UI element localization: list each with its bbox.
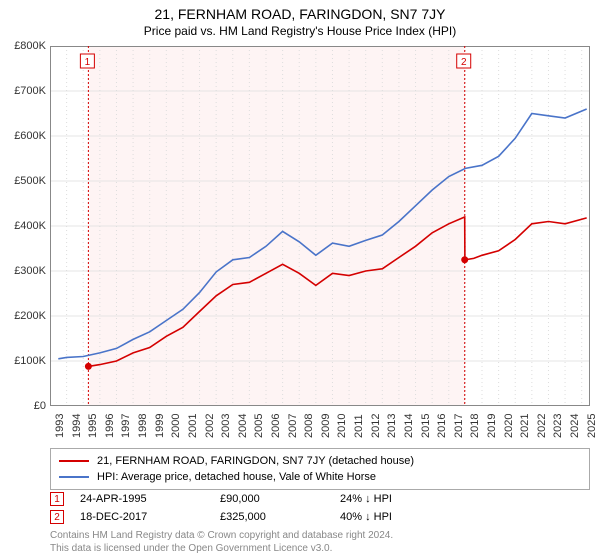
marker-row: 1 24-APR-1995 £90,000 24% ↓ HPI — [50, 490, 590, 508]
svg-text:1: 1 — [85, 57, 91, 68]
y-tick-label: £0 — [0, 400, 46, 412]
marker-date: 18-DEC-2017 — [80, 511, 220, 523]
x-tick-label: 2019 — [486, 414, 498, 438]
legend-swatch-property — [59, 460, 89, 462]
x-tick-label: 2022 — [536, 414, 548, 438]
y-tick-label: £300K — [0, 265, 46, 277]
marker-table: 1 24-APR-1995 £90,000 24% ↓ HPI 2 18-DEC… — [50, 490, 590, 526]
y-tick-label: £500K — [0, 175, 46, 187]
svg-text:2: 2 — [461, 57, 467, 68]
marker-date: 24-APR-1995 — [80, 493, 220, 505]
x-tick-label: 2015 — [420, 414, 432, 438]
marker-badge-2: 2 — [50, 510, 64, 524]
chart-subtitle: Price paid vs. HM Land Registry's House … — [0, 22, 600, 38]
x-tick-label: 2012 — [370, 414, 382, 438]
y-tick-label: £100K — [0, 355, 46, 367]
x-tick-label: 2018 — [469, 414, 481, 438]
x-tick-label: 1993 — [54, 414, 66, 438]
y-tick-label: £600K — [0, 130, 46, 142]
chart-plot: 12 — [50, 46, 590, 406]
x-axis: 1993 1994 1995 1996 1997 1998 1999 2000 2001 2002… — [50, 406, 590, 446]
x-tick-label: 2024 — [569, 414, 581, 438]
x-tick-label: 2011 — [353, 414, 365, 438]
y-tick-label: £800K — [0, 40, 46, 52]
x-tick-label: 2001 — [187, 414, 199, 438]
x-tick-label: 1996 — [104, 414, 116, 438]
legend-item-property: 21, FERNHAM ROAD, FARINGDON, SN7 7JY (de… — [59, 453, 581, 469]
x-tick-label: 2008 — [303, 414, 315, 438]
legend: 21, FERNHAM ROAD, FARINGDON, SN7 7JY (de… — [50, 448, 590, 490]
chart-title: 21, FERNHAM ROAD, FARINGDON, SN7 7JY — [0, 0, 600, 22]
x-tick-label: 2002 — [204, 414, 216, 438]
x-tick-label: 2023 — [552, 414, 564, 438]
x-tick-label: 2007 — [287, 414, 299, 438]
attribution-line: Contains HM Land Registry data © Crown c… — [50, 530, 590, 543]
x-tick-label: 1994 — [71, 414, 83, 438]
x-tick-label: 2003 — [220, 414, 232, 438]
x-tick-label: 2000 — [170, 414, 182, 438]
x-tick-label: 2014 — [403, 414, 415, 438]
x-tick-label: 2025 — [586, 414, 598, 438]
y-tick-label: £400K — [0, 220, 46, 232]
x-tick-label: 2020 — [503, 414, 515, 438]
attribution: Contains HM Land Registry data © Crown c… — [50, 530, 590, 555]
x-tick-label: 2021 — [519, 414, 531, 438]
x-tick-label: 2004 — [237, 414, 249, 438]
x-tick-label: 1995 — [87, 414, 99, 438]
marker-delta: 40% ↓ HPI — [340, 511, 392, 523]
y-tick-label: £700K — [0, 85, 46, 97]
attribution-line: This data is licensed under the Open Gov… — [50, 543, 590, 556]
x-tick-label: 2005 — [253, 414, 265, 438]
x-tick-label: 2013 — [386, 414, 398, 438]
marker-delta: 24% ↓ HPI — [340, 493, 392, 505]
marker-price: £90,000 — [220, 493, 340, 505]
x-tick-label: 2006 — [270, 414, 282, 438]
legend-label: HPI: Average price, detached house, Vale… — [97, 471, 376, 483]
legend-swatch-hpi — [59, 476, 89, 478]
marker-row: 2 18-DEC-2017 £325,000 40% ↓ HPI — [50, 508, 590, 526]
x-tick-label: 1999 — [154, 414, 166, 438]
marker-badge-1: 1 — [50, 492, 64, 506]
x-tick-label: 2016 — [436, 414, 448, 438]
x-tick-label: 1998 — [137, 414, 149, 438]
legend-item-hpi: HPI: Average price, detached house, Vale… — [59, 469, 581, 485]
x-tick-label: 2009 — [320, 414, 332, 438]
legend-label: 21, FERNHAM ROAD, FARINGDON, SN7 7JY (de… — [97, 455, 414, 467]
x-tick-label: 1997 — [120, 414, 132, 438]
x-tick-label: 2010 — [336, 414, 348, 438]
y-tick-label: £200K — [0, 310, 46, 322]
x-tick-label: 2017 — [453, 414, 465, 438]
marker-price: £325,000 — [220, 511, 340, 523]
